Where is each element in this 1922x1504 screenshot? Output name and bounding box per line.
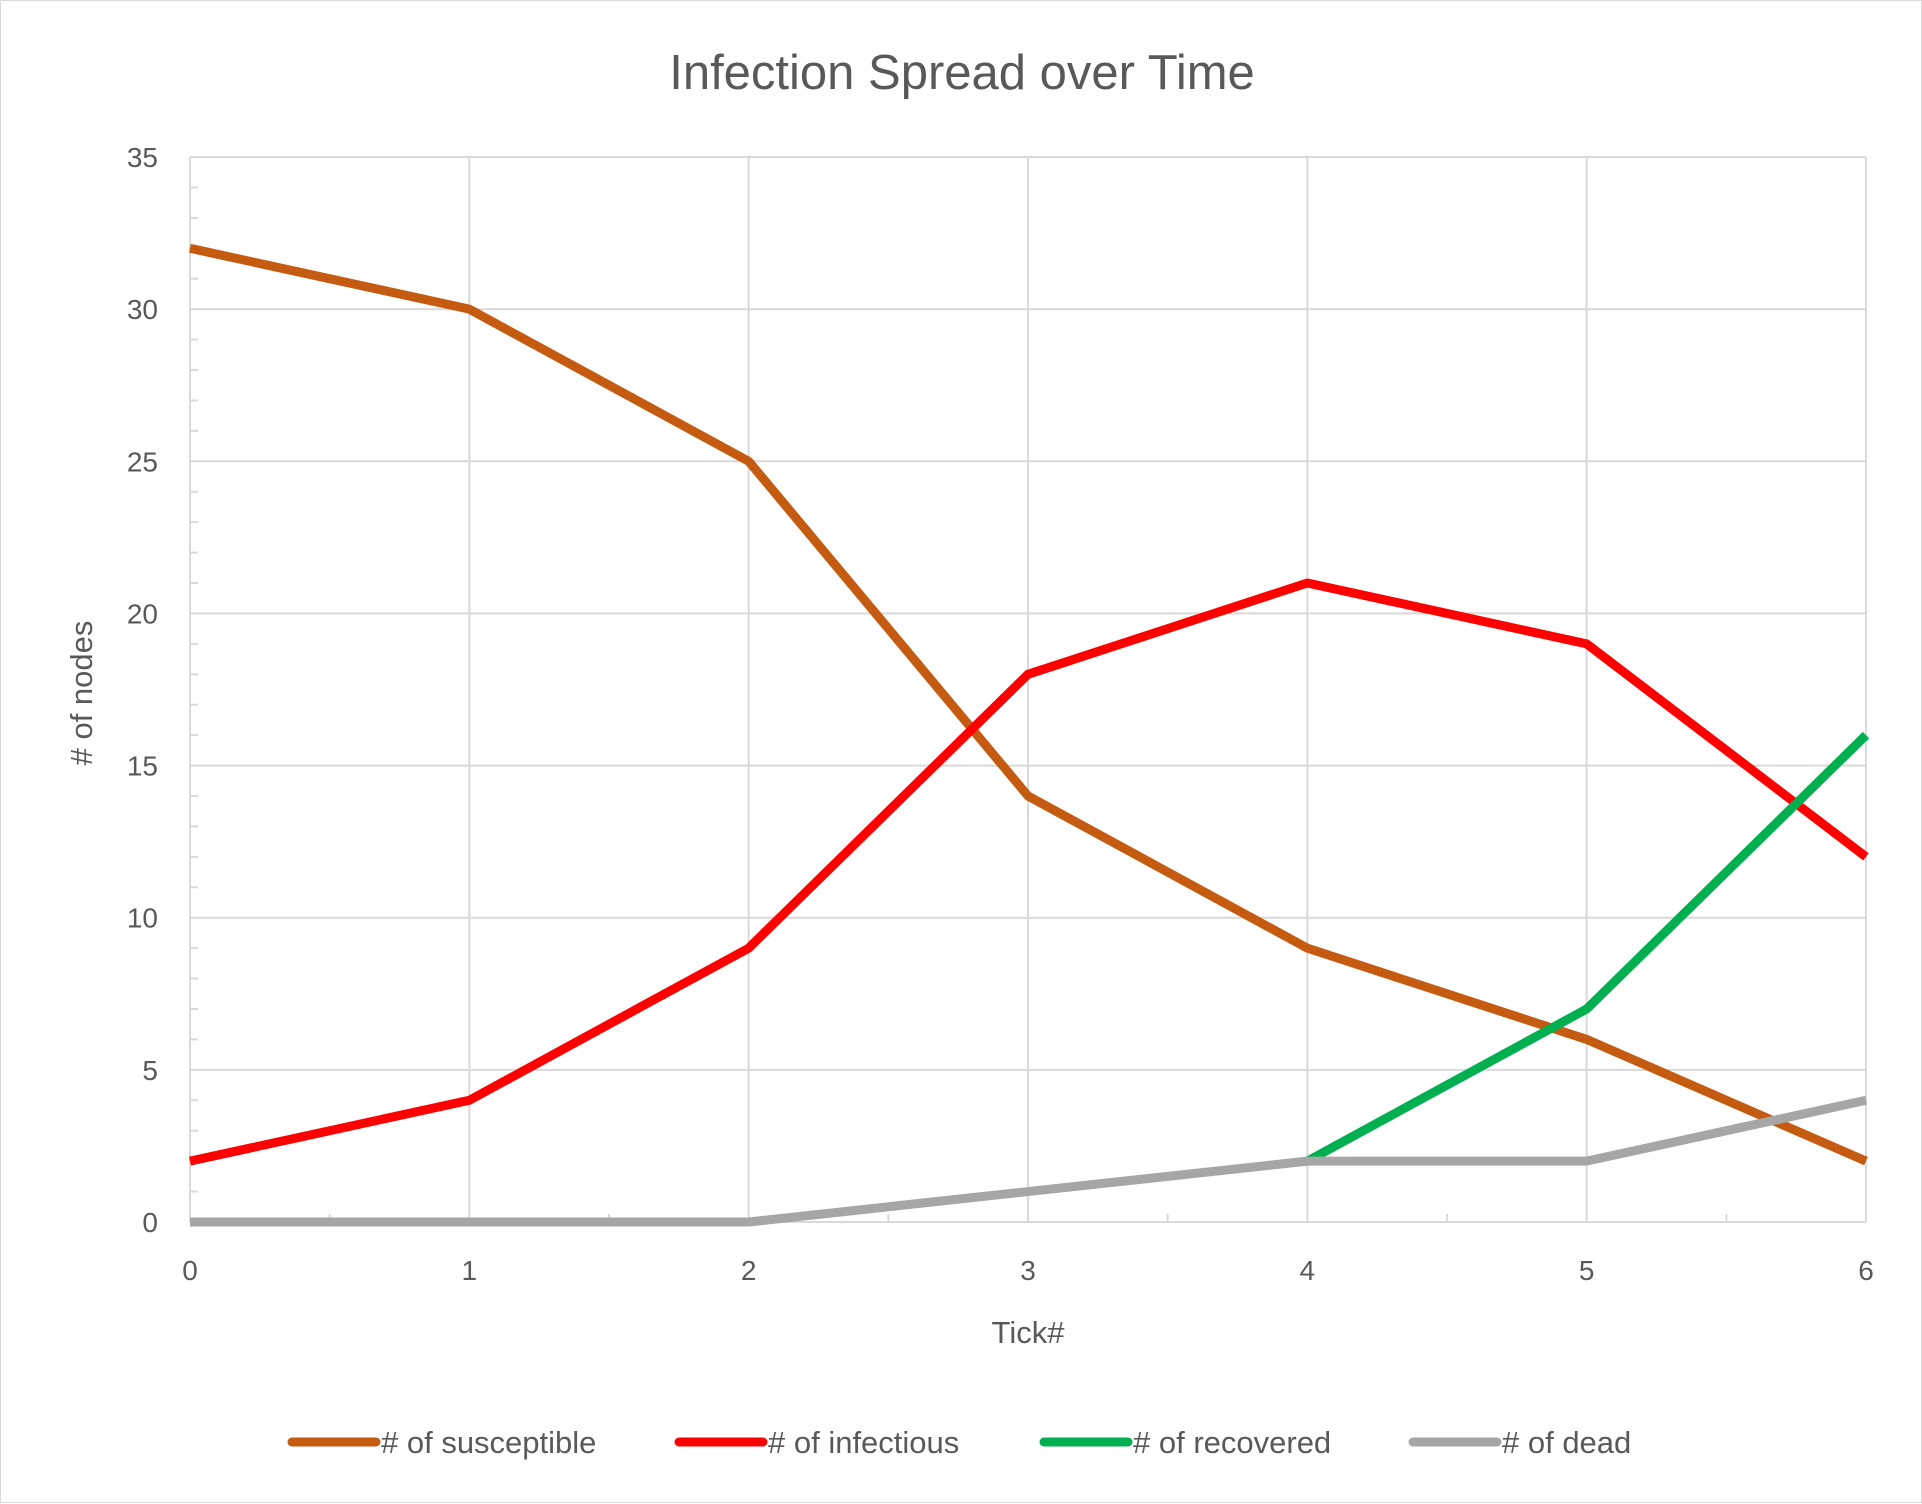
legend-label-2: # of recovered	[1133, 1425, 1331, 1460]
y-tick-label: 10	[127, 903, 158, 934]
minor-ticks	[190, 186, 1728, 1222]
x-axis-title: Tick#	[992, 1315, 1066, 1350]
x-axis-tick-labels: 0 1 2 3 4 5 6	[182, 1255, 1874, 1286]
legend-label-0: # of susceptible	[381, 1425, 596, 1460]
x-tick-label: 0	[182, 1255, 198, 1286]
series-line-3	[190, 1095, 1867, 1227]
y-tick-label: 15	[127, 751, 158, 782]
y-tick-label: 30	[127, 294, 158, 325]
y-axis-title: # of nodes	[64, 621, 99, 766]
y-tick-label: 35	[127, 142, 158, 173]
grid-lines	[189, 156, 1867, 1223]
x-tick-label: 2	[741, 1255, 757, 1286]
y-tick-label: 0	[142, 1207, 158, 1238]
x-tick-label: 1	[462, 1255, 478, 1286]
legend-label-3: # of dead	[1502, 1425, 1631, 1460]
series-line-0	[189, 243, 1868, 1166]
x-tick-label: 4	[1300, 1255, 1316, 1286]
x-tick-label: 3	[1020, 1255, 1036, 1286]
series-line-2	[1305, 731, 1870, 1166]
legend: # of susceptible # of infectious # of reco…	[287, 1425, 1631, 1460]
legend-label-1: # of infectious	[768, 1425, 959, 1460]
chart-title: Infection Spread over Time	[669, 46, 1255, 100]
series-line-1	[189, 578, 1869, 1166]
y-axis-tick-labels: 0 5 10 15 20 25 30 35	[127, 142, 158, 1238]
y-tick-label: 5	[142, 1055, 158, 1086]
x-tick-label: 6	[1858, 1255, 1874, 1286]
y-tick-label: 20	[127, 598, 158, 629]
y-tick-label: 25	[127, 446, 158, 477]
series-lines	[189, 243, 1870, 1227]
x-tick-label: 5	[1579, 1255, 1595, 1286]
